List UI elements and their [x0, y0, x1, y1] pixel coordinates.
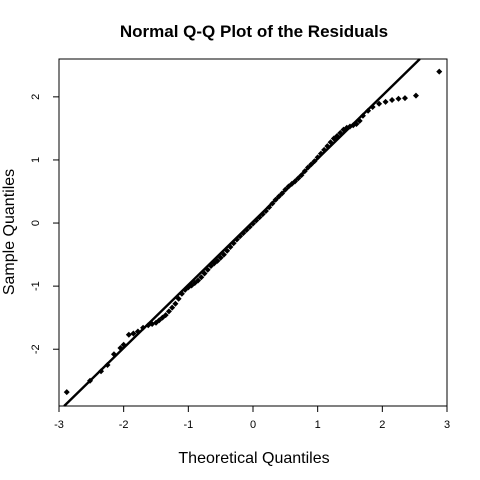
- data-point: [401, 95, 408, 102]
- data-point: [165, 308, 172, 315]
- x-tick-label: -1: [183, 419, 193, 431]
- data-point: [359, 112, 366, 119]
- data-point: [279, 190, 286, 197]
- data-point: [259, 211, 266, 218]
- data-point: [308, 161, 315, 168]
- data-point: [172, 300, 179, 307]
- data-point: [98, 368, 105, 375]
- data-point: [227, 244, 234, 251]
- data-point: [104, 361, 111, 368]
- data-point: [369, 103, 376, 110]
- data-point: [217, 254, 224, 261]
- data-point: [292, 178, 299, 185]
- data-point: [169, 304, 176, 311]
- data-point: [178, 290, 185, 297]
- data-point: [436, 68, 443, 75]
- data-point: [327, 139, 334, 146]
- data-point: [214, 257, 221, 264]
- data-point: [389, 97, 396, 104]
- data-point: [376, 100, 383, 107]
- data-point: [295, 175, 302, 182]
- data-point: [198, 274, 205, 281]
- data-point: [412, 92, 419, 99]
- data-point: [246, 223, 253, 230]
- data-point: [272, 196, 279, 203]
- data-point: [162, 312, 169, 319]
- data-point: [230, 240, 237, 247]
- y-axis: -2 -1 0 1 2: [30, 94, 59, 354]
- data-point: [120, 341, 127, 348]
- data-point: [298, 172, 305, 179]
- data-point: [110, 351, 117, 358]
- data-point: [204, 266, 211, 273]
- data-point: [253, 217, 260, 224]
- y-tick-label: 2: [30, 94, 42, 100]
- data-point: [311, 158, 318, 165]
- x-tick-label: 3: [444, 419, 450, 431]
- data-point: [395, 95, 402, 102]
- data-point: [304, 164, 311, 171]
- data-point: [240, 230, 247, 237]
- x-tick-label: 2: [379, 419, 385, 431]
- data-point: [353, 120, 360, 127]
- data-points: [63, 68, 443, 396]
- data-point: [220, 251, 227, 258]
- y-tick-label: 1: [30, 157, 42, 163]
- chart-title: Normal Q-Q Plot of the Residuals: [120, 22, 388, 41]
- y-axis-label: Sample Quantiles: [1, 169, 18, 295]
- data-point: [175, 295, 182, 302]
- data-point: [250, 220, 256, 227]
- data-point: [243, 226, 250, 233]
- x-tick-label: 1: [315, 419, 321, 431]
- y-tick-label: -2: [30, 344, 42, 354]
- x-axis-label: Theoretical Quantiles: [178, 450, 329, 467]
- data-point: [125, 331, 132, 338]
- data-point: [317, 150, 324, 157]
- x-tick-label: 0: [250, 419, 256, 431]
- data-point: [269, 200, 276, 207]
- data-point: [233, 236, 240, 243]
- data-point: [365, 107, 372, 114]
- y-tick-label: -1: [30, 281, 42, 291]
- data-point: [337, 129, 344, 136]
- data-point: [356, 117, 363, 124]
- data-point: [140, 324, 147, 331]
- data-point: [117, 344, 124, 351]
- data-point: [382, 98, 389, 105]
- data-point: [237, 233, 244, 240]
- data-point: [314, 154, 321, 161]
- data-point: [321, 146, 328, 153]
- data-point: [282, 186, 289, 193]
- x-tick-label: -2: [119, 419, 129, 431]
- data-point: [195, 277, 202, 284]
- data-point: [262, 208, 269, 215]
- data-point: [334, 132, 341, 139]
- data-point: [134, 328, 141, 335]
- data-point: [301, 168, 308, 175]
- data-point: [201, 270, 208, 277]
- data-point: [266, 204, 273, 211]
- x-tick-label: -3: [54, 419, 64, 431]
- data-point: [224, 247, 231, 254]
- data-point: [87, 377, 94, 384]
- x-axis: -3 -2 -1 0 1 2 3: [54, 406, 450, 431]
- data-point: [130, 330, 137, 337]
- data-point: [256, 214, 263, 221]
- data-point: [63, 389, 70, 396]
- data-point: [275, 193, 282, 200]
- data-point: [324, 143, 331, 150]
- y-tick-label: 0: [30, 220, 42, 226]
